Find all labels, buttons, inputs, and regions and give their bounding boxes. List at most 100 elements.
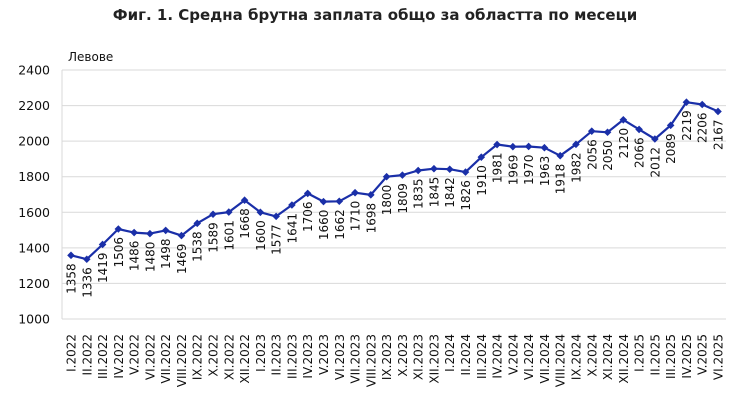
y-tick-label: 2200 — [18, 98, 50, 113]
data-label: 1660 — [317, 210, 331, 241]
data-label: 1800 — [380, 185, 394, 216]
data-label: 1486 — [128, 241, 142, 272]
x-tick-label: X.2024 — [585, 334, 599, 377]
x-tick-label: IV.2024 — [491, 334, 505, 379]
x-tick-label: VIII.2024 — [554, 334, 568, 387]
x-tick-label: V.2024 — [506, 334, 520, 375]
data-label: 1336 — [80, 267, 94, 298]
x-tick-label: VII.2024 — [538, 334, 552, 384]
x-tick-label: VI.2024 — [522, 334, 536, 380]
data-point — [146, 229, 154, 238]
data-label: 1981 — [491, 153, 505, 184]
x-tick-label: VII.2022 — [159, 334, 173, 384]
x-tick-label: VII.2023 — [349, 334, 363, 384]
data-label: 1706 — [301, 201, 315, 232]
data-label: 1809 — [396, 183, 410, 214]
x-tick-label: V.2023 — [317, 334, 331, 375]
x-tick-label: IX.2024 — [569, 334, 583, 380]
data-label: 1506 — [112, 237, 126, 268]
y-tick-label: 2000 — [18, 134, 50, 149]
x-tick-label: III.2023 — [285, 334, 299, 379]
x-tick-label: I.2023 — [254, 334, 268, 372]
data-label: 1480 — [143, 242, 157, 273]
data-point — [603, 128, 612, 137]
x-tick-label: VIII.2022 — [175, 334, 189, 387]
data-point — [651, 135, 659, 143]
data-label: 1538 — [191, 231, 205, 262]
data-point — [414, 166, 422, 175]
x-tick-label: I.2025 — [633, 334, 647, 372]
x-tick-label: XI.2023 — [412, 334, 426, 380]
x-tick-label: II.2024 — [459, 334, 473, 375]
data-point — [240, 196, 249, 204]
data-point — [161, 226, 170, 235]
data-label: 1668 — [238, 208, 252, 239]
data-label: 1498 — [159, 238, 173, 269]
x-tick-label: V.2022 — [128, 334, 142, 375]
data-point — [445, 165, 454, 174]
data-label: 2206 — [696, 113, 710, 144]
data-label: 2120 — [617, 128, 631, 159]
x-tick-label: XI.2022 — [222, 334, 236, 380]
x-tick-label: VIII.2023 — [364, 334, 378, 387]
data-label: 2219 — [680, 110, 694, 141]
data-label: 2012 — [648, 147, 662, 178]
data-point — [177, 231, 186, 240]
data-label: 1600 — [254, 220, 268, 251]
x-tick-label: IV.2025 — [680, 334, 694, 379]
data-point — [98, 240, 107, 249]
data-label: 2167 — [712, 119, 726, 150]
data-label: 1589 — [207, 222, 221, 253]
data-label: 1969 — [506, 155, 520, 186]
x-tick-label: III.2022 — [96, 334, 110, 379]
data-point — [524, 142, 533, 151]
x-tick-label: IX.2022 — [191, 334, 205, 380]
x-tick-label: I.2022 — [65, 334, 79, 372]
x-tick-label: II.2025 — [648, 334, 662, 375]
data-point — [351, 188, 359, 197]
data-point — [430, 164, 438, 173]
data-point — [225, 208, 233, 216]
data-point — [335, 197, 344, 206]
data-point — [398, 171, 407, 179]
y-tick-label: 1200 — [18, 276, 50, 291]
data-label: 1662 — [333, 209, 347, 240]
data-point — [209, 210, 217, 219]
data-label: 1970 — [522, 154, 536, 185]
data-point — [619, 116, 628, 124]
x-tick-label: V.2025 — [696, 334, 710, 375]
data-point — [303, 189, 312, 198]
data-point — [82, 255, 91, 264]
series-line — [70, 101, 719, 261]
data-label: 1982 — [569, 152, 583, 183]
data-label: 1601 — [222, 220, 236, 251]
data-point — [461, 168, 470, 176]
data-label: 1577 — [270, 224, 284, 255]
y-tick-label: 1400 — [18, 240, 50, 255]
data-label: 1826 — [459, 180, 473, 211]
data-label: 1698 — [364, 203, 378, 234]
x-tick-label: IV.2023 — [301, 334, 315, 379]
data-point — [635, 125, 643, 134]
data-point — [130, 228, 138, 237]
x-tick-label: III.2024 — [475, 334, 489, 379]
y-axis-label: Левове — [68, 50, 113, 64]
data-label: 2089 — [664, 133, 678, 164]
x-tick-label: I.2024 — [443, 334, 457, 372]
data-label: 2056 — [585, 139, 599, 170]
x-tick-label: IX.2023 — [380, 334, 394, 380]
x-tick-label: X.2023 — [396, 334, 410, 377]
x-tick-label: IV.2022 — [112, 334, 126, 379]
data-point — [493, 140, 501, 149]
data-label: 1710 — [349, 201, 363, 232]
x-tick-label: II.2022 — [80, 334, 94, 375]
data-point — [587, 127, 596, 135]
data-point — [666, 121, 675, 130]
y-tick-label: 1600 — [18, 205, 50, 220]
data-point — [67, 251, 75, 260]
data-label: 1469 — [175, 244, 189, 275]
data-point — [288, 201, 296, 209]
data-label: 1358 — [65, 263, 79, 294]
x-tick-label: III.2025 — [664, 334, 678, 379]
